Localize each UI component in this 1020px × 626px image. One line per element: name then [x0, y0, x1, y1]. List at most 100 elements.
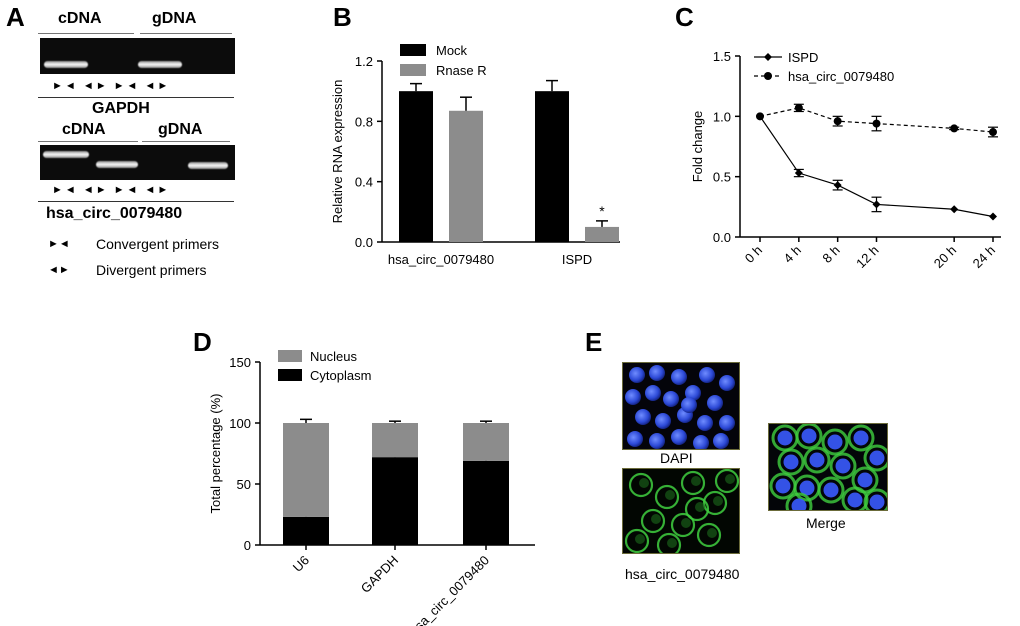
x-tick-label: hsa_circ_0079480	[406, 553, 492, 626]
merge-nucleus	[835, 458, 851, 474]
nucleus	[699, 367, 715, 383]
legend-label: hsa_circ_0079480	[788, 69, 894, 84]
x-tick-label: 0 h	[742, 243, 765, 266]
legend-label: Nucleus	[310, 349, 357, 364]
panel-d-label: D	[193, 327, 212, 357]
data-point	[950, 124, 959, 133]
cytoplasm-signal	[640, 508, 666, 534]
x-tick-label: 12 h	[853, 243, 882, 272]
bar-nucleus	[463, 423, 509, 461]
y-axis-label: Fold change	[690, 111, 705, 183]
nucleus	[671, 369, 687, 385]
nucleus	[681, 397, 697, 413]
gel1-image	[40, 38, 235, 74]
cytoplasm-signal	[670, 512, 696, 538]
bar-mock	[399, 91, 433, 243]
gel2-band	[96, 161, 138, 168]
nucleus	[625, 389, 641, 405]
merge-green-ring	[795, 424, 823, 450]
gel2-underline	[38, 201, 234, 202]
data-point	[794, 103, 803, 112]
data-point	[950, 205, 959, 214]
nucleus	[697, 415, 713, 431]
category-label: hsa_circ_0079480	[388, 252, 494, 267]
merge-green-ring	[863, 488, 887, 510]
dapi-micrograph	[622, 362, 740, 450]
panel-a: A cDNA gDNA ►◄ ◄► ►◄ ◄► GAPDH cDNA gDNA …	[0, 0, 260, 300]
data-point	[794, 169, 803, 178]
gel2-image	[40, 145, 235, 180]
x-tick-label: U6	[290, 553, 312, 575]
nucleus	[629, 367, 645, 383]
y-tick-label: 0.4	[355, 175, 373, 190]
merge-green-ring	[847, 424, 875, 452]
legend-divergent-glyph: ◄►	[48, 264, 70, 276]
cytoplasm-signal	[702, 490, 728, 516]
y-tick-label: 50	[237, 477, 251, 492]
y-tick-label: 1.5	[713, 49, 731, 64]
y-tick-label: 0	[244, 538, 251, 553]
x-tick-label: GAPDH	[358, 553, 401, 596]
chart-c: 0.0 0.5 1.0 1.5 Fold change 0 h 4 h 8 h 12 h 20 h…	[690, 49, 1001, 272]
cytoplasm-signal	[654, 484, 680, 510]
gel1-lane-label-gdna: gDNA	[152, 10, 197, 27]
merge-nucleus	[823, 482, 839, 498]
nucleus	[671, 429, 687, 445]
legend-marker	[764, 53, 772, 61]
y-tick-label: 0.5	[713, 170, 731, 185]
y-tick-label: 150	[229, 355, 251, 370]
nucleus	[713, 433, 729, 449]
legend-convergent-glyph: ►◄	[48, 238, 70, 250]
gel1-cdna-rule	[38, 33, 134, 34]
circ-caption: hsa_circ_0079480	[625, 566, 740, 582]
merge-nucleus	[799, 480, 815, 496]
y-tick-label: 0.8	[355, 114, 373, 129]
cytoplasm-signal	[695, 502, 705, 512]
gel2-gdna-rule	[142, 141, 230, 142]
gel2-lane-label-gdna: gDNA	[158, 121, 203, 138]
legend-swatch	[278, 369, 302, 381]
category-label: ISPD	[562, 252, 592, 267]
bar-rnase-r	[585, 226, 619, 242]
significance-marker: *	[599, 203, 605, 219]
merge-green-ring	[777, 448, 805, 476]
cytoplasm-signal	[684, 496, 710, 522]
cytoplasm-signal	[635, 534, 645, 544]
cytoplasm-signal	[691, 476, 701, 486]
bar-nucleus	[283, 423, 329, 517]
merge-green-ring	[821, 428, 849, 456]
cytoplasm-signal	[681, 518, 691, 528]
cytoplasm-signal	[665, 490, 675, 500]
panel-b-label: B	[333, 2, 352, 32]
bar-cytoplasm	[372, 457, 418, 545]
gel2-band	[43, 151, 89, 158]
gel1-underline	[38, 97, 234, 98]
data-point	[872, 119, 881, 128]
merge-nucleus	[857, 472, 873, 488]
data-point	[872, 200, 881, 209]
panel-c-label: C	[675, 2, 694, 32]
merge-caption: Merge	[806, 515, 846, 531]
y-axis-label: Relative RNA expression	[330, 80, 345, 224]
cytoplasm-signal	[667, 538, 677, 548]
merge-green-ring	[785, 492, 813, 510]
bar-nucleus	[372, 423, 418, 458]
data-point	[989, 212, 997, 221]
gel2-title: hsa_circ_0079480	[46, 205, 183, 222]
nucleus	[645, 385, 661, 401]
cytoplasm-signal	[624, 528, 650, 553]
data-point	[833, 117, 842, 126]
nucleus	[655, 413, 671, 429]
y-tick-label: 1.2	[355, 54, 373, 69]
data-point	[833, 181, 842, 190]
merge-nucleus	[847, 492, 863, 508]
cytoplasm-signal	[651, 514, 661, 524]
merge-green-ring	[817, 476, 845, 504]
dapi-caption: DAPI	[660, 450, 693, 466]
bar-rnase-r	[449, 110, 483, 243]
nucleus	[627, 431, 643, 447]
panel-e-label: E	[585, 327, 603, 357]
nucleus	[719, 375, 735, 391]
merge-nucleus	[869, 494, 885, 510]
gel1-primer-arrows: ►◄ ◄► ►◄ ◄►	[52, 80, 171, 92]
